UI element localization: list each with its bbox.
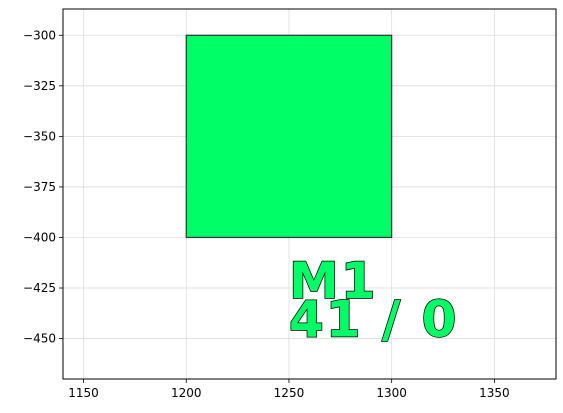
- y-tick-label: −300: [23, 28, 56, 42]
- plot-frame: [62, 8, 557, 380]
- y-tick-label: −375: [23, 180, 56, 194]
- axis-ticks: 1150 1200 1250 1300 1350 −300 −325 −350 −375 −400…: [23, 28, 510, 400]
- x-tick-label: 1300: [376, 386, 407, 400]
- y-tick-label: −450: [23, 332, 56, 346]
- y-tick-label: −425: [23, 281, 56, 295]
- x-tick-label: 1150: [68, 386, 99, 400]
- x-tick-label: 1250: [274, 386, 305, 400]
- plot-shapes: [185, 34, 393, 239]
- y-tick-label: −400: [23, 230, 56, 244]
- label-41-slash-0: 41 / 0: [289, 290, 458, 348]
- x-tick-label: 1350: [479, 386, 510, 400]
- label-m1: M1: [289, 252, 378, 310]
- y-tick-label: −325: [23, 79, 56, 93]
- y-tick-label: −350: [23, 129, 56, 143]
- x-tick-label: 1200: [171, 386, 202, 400]
- green-rectangle: [185, 34, 393, 239]
